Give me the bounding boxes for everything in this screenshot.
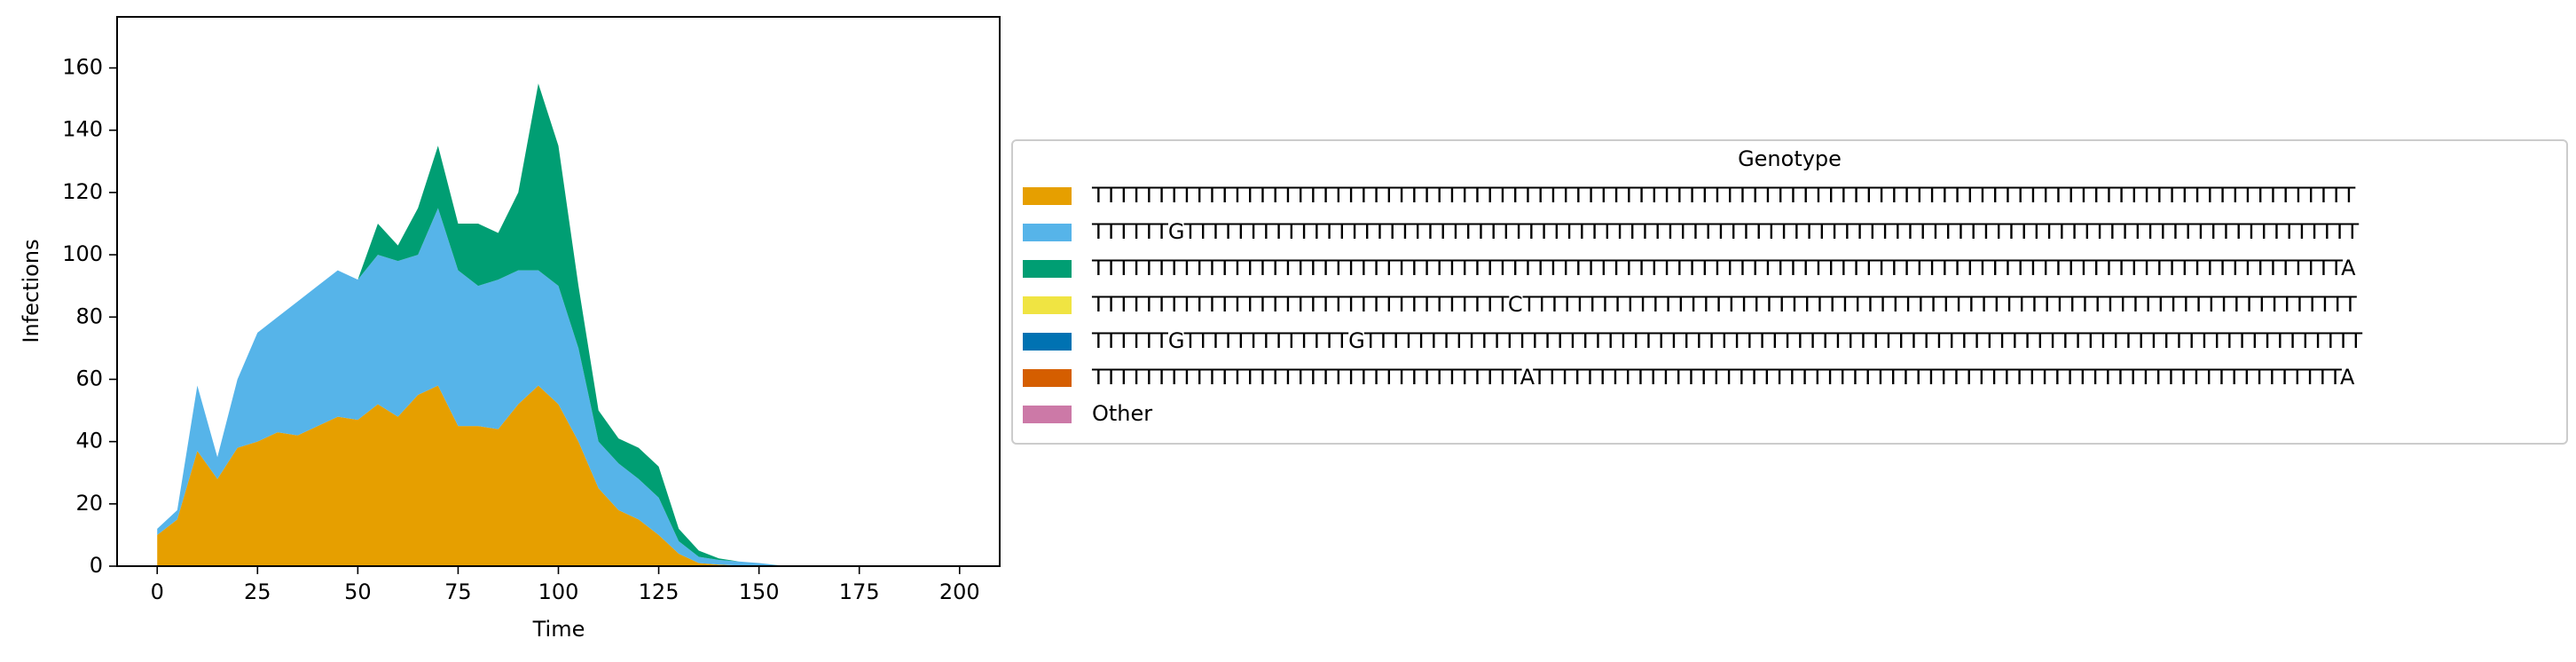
x-tick-label: 25: [244, 579, 271, 604]
x-tick-label: 125: [639, 579, 679, 604]
x-tick-label: 175: [839, 579, 880, 604]
y-tick-label: 20: [75, 491, 103, 516]
x-tick-label: 100: [538, 579, 579, 604]
x-tick-label: 200: [939, 579, 980, 604]
area: [157, 208, 960, 566]
legend-box: [1011, 139, 2568, 445]
legend-swatch: [1023, 369, 1072, 387]
x-axis-label: Time: [532, 617, 585, 642]
legend-label: TTTTTTGTTTTTTTTTTTTTGTTTTTTTTTTTTTTTTTTT…: [1091, 328, 2362, 353]
legend-swatch: [1023, 333, 1072, 351]
y-tick-label: 60: [75, 366, 103, 390]
legend-label: Other: [1092, 401, 1152, 426]
legend-label: TTTTTTGTTTTTTTTTTTTTTTTTTTTTTTTTTTTTTTTT…: [1091, 219, 2360, 244]
y-tick-label: 80: [75, 303, 103, 328]
y-tick-label: 160: [62, 55, 103, 80]
area: [157, 83, 960, 566]
x-tick-label: 75: [444, 579, 472, 604]
y-tick-label: 40: [75, 429, 103, 453]
legend-swatch: [1023, 187, 1072, 205]
legend-title: Genotype: [1738, 146, 1842, 171]
legend-label: TTTTTTTTTTTTTTTTTTTTTTTTTTTTTTTTTTTTTTTT…: [1091, 183, 2356, 208]
legend-label: TTTTTTTTTTTTTTTTTTTTTTTTTTTTTTTTTCTTTTTT…: [1091, 292, 2357, 317]
legend-swatch: [1023, 224, 1072, 241]
y-tick-label: 140: [62, 117, 103, 142]
y-axis-label: Infections: [19, 239, 43, 343]
legend-swatch: [1023, 296, 1072, 314]
y-tick-label: 100: [62, 241, 103, 266]
x-tick-label: 0: [151, 579, 164, 604]
legend-label: TTTTTTTTTTTTTTTTTTTTTTTTTTTTTTTTTTATTTTT…: [1091, 365, 2355, 390]
x-tick-label: 50: [344, 579, 372, 604]
legend-label: TTTTTTTTTTTTTTTTTTTTTTTTTTTTTTTTTTTTTTTT…: [1091, 256, 2356, 280]
y-tick-label: 0: [90, 553, 103, 578]
legend-swatch: [1023, 406, 1072, 423]
legend-swatch: [1023, 260, 1072, 278]
x-tick-label: 150: [739, 579, 780, 604]
area: [157, 385, 960, 566]
y-tick-label: 120: [62, 179, 103, 204]
